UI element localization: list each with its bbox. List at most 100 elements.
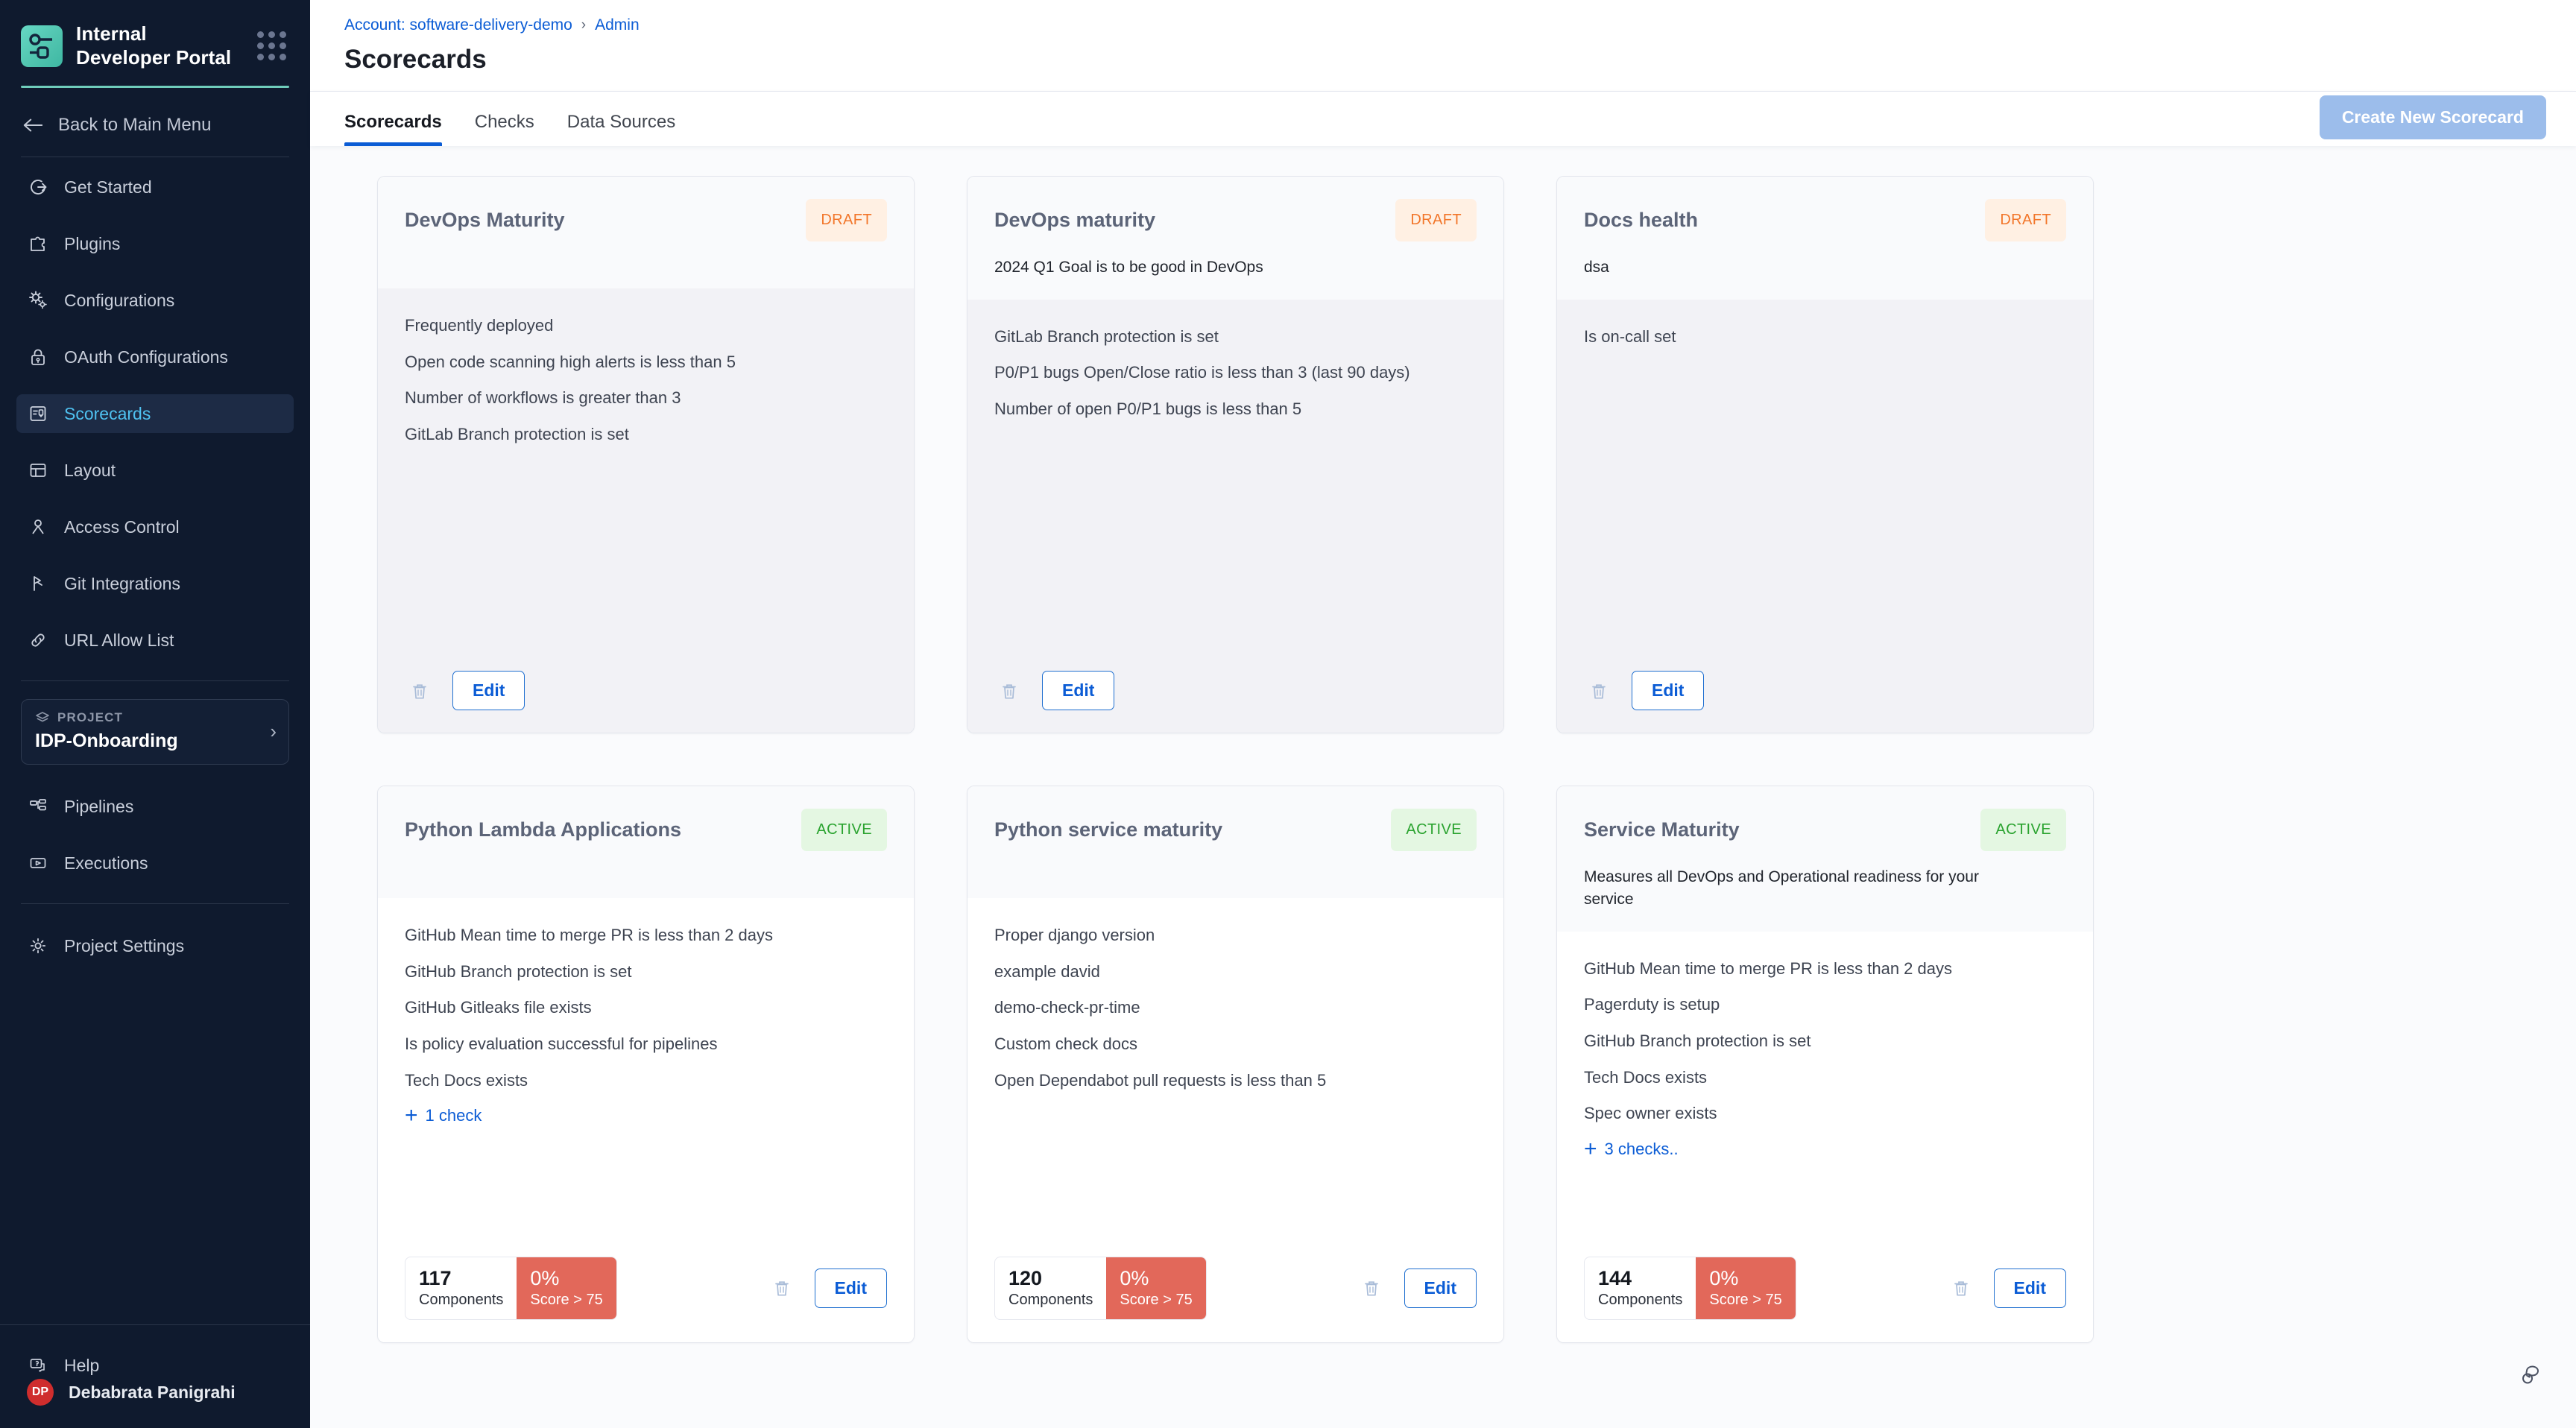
check-item: GitHub Mean time to merge PR is less tha…	[1584, 958, 1952, 978]
scorecard-grid: DevOps Maturity DRAFT Frequently deploye…	[343, 176, 2576, 1343]
more-checks-link[interactable]: + 1 check	[405, 1105, 887, 1127]
check-item: P0/P1 bugs Open/Close ratio is less than…	[994, 363, 1410, 382]
check-item: GitHub Branch protection is set	[405, 961, 632, 981]
status-badge: ACTIVE	[1391, 809, 1477, 851]
card-footer: Edit	[1557, 671, 2093, 733]
card-footer: 120 Components 0% Score > 75	[967, 1256, 1503, 1342]
card-footer: Edit	[378, 671, 914, 733]
check-item: Spec owner exists	[1584, 1104, 1717, 1123]
components-label: Components	[1008, 1292, 1093, 1308]
card-header: Service Maturity ACTIVE Measures all Dev…	[1557, 786, 2093, 932]
git-branch-icon	[27, 572, 49, 595]
score-percent: 0%	[1709, 1266, 1739, 1289]
edit-scorecard-button[interactable]: Edit	[1993, 1268, 2066, 1308]
edit-scorecard-button[interactable]: Edit	[1042, 671, 1115, 710]
card-title: DevOps maturity	[994, 209, 1156, 231]
breadcrumb-item-account[interactable]: Account: software-delivery-demo	[344, 16, 572, 34]
check-item: GitLab Branch protection is set	[994, 326, 1219, 346]
components-label: Components	[1598, 1292, 1683, 1308]
brand-underline	[21, 86, 289, 89]
chat-bubbles-icon[interactable]	[2515, 1359, 2548, 1392]
card-title: Python Lambda Applications	[405, 818, 682, 841]
components-count: 117	[419, 1266, 452, 1289]
delete-scorecard-button[interactable]	[1584, 674, 1614, 707]
scorecard-card[interactable]: DevOps Maturity DRAFT Frequently deploye…	[377, 176, 915, 733]
sidebar-item-label: Scorecards	[64, 403, 151, 423]
scorecard-card[interactable]: Service Maturity ACTIVE Measures all Dev…	[1556, 786, 2094, 1343]
score-condition: Score > 75	[1120, 1292, 1193, 1308]
sidebar-item-layout[interactable]: Layout	[16, 451, 294, 490]
card-header: Docs health DRAFT dsa	[1557, 177, 2093, 300]
sidebar-bottom: Help DP Debabrata Panigrahi	[0, 1324, 310, 1428]
card-title: DevOps Maturity	[405, 209, 565, 231]
back-to-main-menu[interactable]: Back to Main Menu	[0, 88, 310, 136]
card-subtitle: dsa	[1584, 259, 1609, 276]
user-profile[interactable]: DP Debabrata Panigrahi	[0, 1379, 310, 1428]
plus-icon: +	[405, 1103, 418, 1128]
sidebar-item-project-settings[interactable]: Project Settings	[27, 926, 294, 965]
components-count: 144	[1598, 1266, 1632, 1289]
check-item: Tech Docs exists	[405, 1070, 528, 1090]
more-checks-link[interactable]: + 3 checks..	[1584, 1137, 2066, 1160]
sidebar-item-executions[interactable]: Executions	[27, 844, 294, 882]
create-new-scorecard-button[interactable]: Create New Scorecard	[2319, 95, 2546, 139]
components-stat: 117 Components	[405, 1257, 517, 1319]
delete-scorecard-button[interactable]	[994, 674, 1024, 707]
delete-scorecard-button[interactable]	[405, 674, 435, 707]
status-badge: DRAFT	[806, 199, 887, 241]
delete-scorecard-button[interactable]	[767, 1271, 797, 1304]
gear-icon	[27, 935, 49, 957]
check-item: Number of workflows is greater than 3	[405, 388, 681, 408]
lock-icon	[27, 346, 49, 368]
brand-title: Internal Developer Portal	[76, 22, 232, 69]
check-item: example david	[994, 961, 1100, 981]
card-subtitle: Measures all DevOps and Operational read…	[1584, 868, 1979, 908]
user-name: Debabrata Panigrahi	[69, 1382, 236, 1402]
check-item: Proper django version	[994, 926, 1155, 944]
project-selector[interactable]: PROJECT IDP-Onboarding ›	[21, 699, 289, 765]
edit-scorecard-button[interactable]: Edit	[452, 671, 525, 710]
tab-checks[interactable]: Checks	[474, 112, 534, 132]
apps-grid-icon[interactable]	[257, 31, 286, 61]
card-header: DevOps Maturity DRAFT	[378, 177, 914, 288]
components-label: Components	[419, 1292, 504, 1308]
check-item: Tech Docs exists	[1584, 1067, 1708, 1087]
sidebar-nav: Get Started Plugins	[0, 157, 310, 677]
sidebar: Internal Developer Portal Back to Main M…	[0, 0, 310, 1428]
tab-data-sources[interactable]: Data Sources	[566, 112, 676, 132]
sidebar-item-configurations[interactable]: Configurations	[16, 281, 294, 320]
score-condition: Score > 75	[1709, 1292, 1782, 1308]
sidebar-item-get-started[interactable]: Get Started	[16, 168, 294, 206]
sidebar-item-access-control[interactable]: Access Control	[16, 508, 294, 546]
status-badge: DRAFT	[1985, 199, 2066, 241]
score-stat: 0% Score > 75	[517, 1257, 616, 1319]
sidebar-item-oauth-configurations[interactable]: OAuth Configurations	[16, 338, 294, 376]
scorecard-card[interactable]: Docs health DRAFT dsa Is on-call set	[1556, 176, 2094, 733]
scorecard-card[interactable]: DevOps maturity DRAFT 2024 Q1 Goal is to…	[967, 176, 1504, 733]
sidebar-brand[interactable]: Internal Developer Portal	[0, 0, 310, 69]
sidebar-item-help[interactable]: Help	[0, 1345, 310, 1386]
scorecard-card[interactable]: Python Lambda Applications ACTIVE GitHub…	[377, 786, 915, 1343]
tab-scorecards[interactable]: Scorecards	[344, 92, 458, 146]
scorecard-card[interactable]: Python service maturity ACTIVE Proper dj…	[967, 786, 1504, 1343]
card-checks: Frequently deployed Open code scanning h…	[378, 288, 914, 671]
edit-scorecard-button[interactable]: Edit	[1632, 671, 1705, 710]
edit-scorecard-button[interactable]: Edit	[814, 1268, 887, 1308]
tab-bar: Scorecards Checks Data Sources Create Ne…	[310, 91, 2576, 146]
sidebar-divider-2	[21, 680, 289, 682]
sidebar-item-scorecards[interactable]: Scorecards	[16, 394, 294, 434]
delete-scorecard-button[interactable]	[1357, 1271, 1386, 1304]
layers-icon	[36, 712, 49, 722]
edit-scorecard-button[interactable]: Edit	[1404, 1268, 1477, 1308]
card-subtitle: 2024 Q1 Goal is to be good in DevOps	[994, 259, 1263, 276]
sidebar-item-plugins[interactable]: Plugins	[16, 224, 294, 263]
scorecards-content: DevOps Maturity DRAFT Frequently deploye…	[310, 146, 2576, 1428]
check-item: Custom check docs	[994, 1034, 1137, 1054]
sidebar-item-git-integrations[interactable]: Git Integrations	[16, 564, 294, 603]
breadcrumb-item-admin[interactable]: Admin	[595, 16, 640, 34]
sidebar-item-url-allow-list[interactable]: URL Allow List	[16, 621, 294, 660]
card-checks: Proper django version example david demo…	[967, 898, 1503, 1257]
delete-scorecard-button[interactable]	[1946, 1271, 1976, 1304]
sidebar-item-pipelines[interactable]: Pipelines	[27, 787, 294, 826]
